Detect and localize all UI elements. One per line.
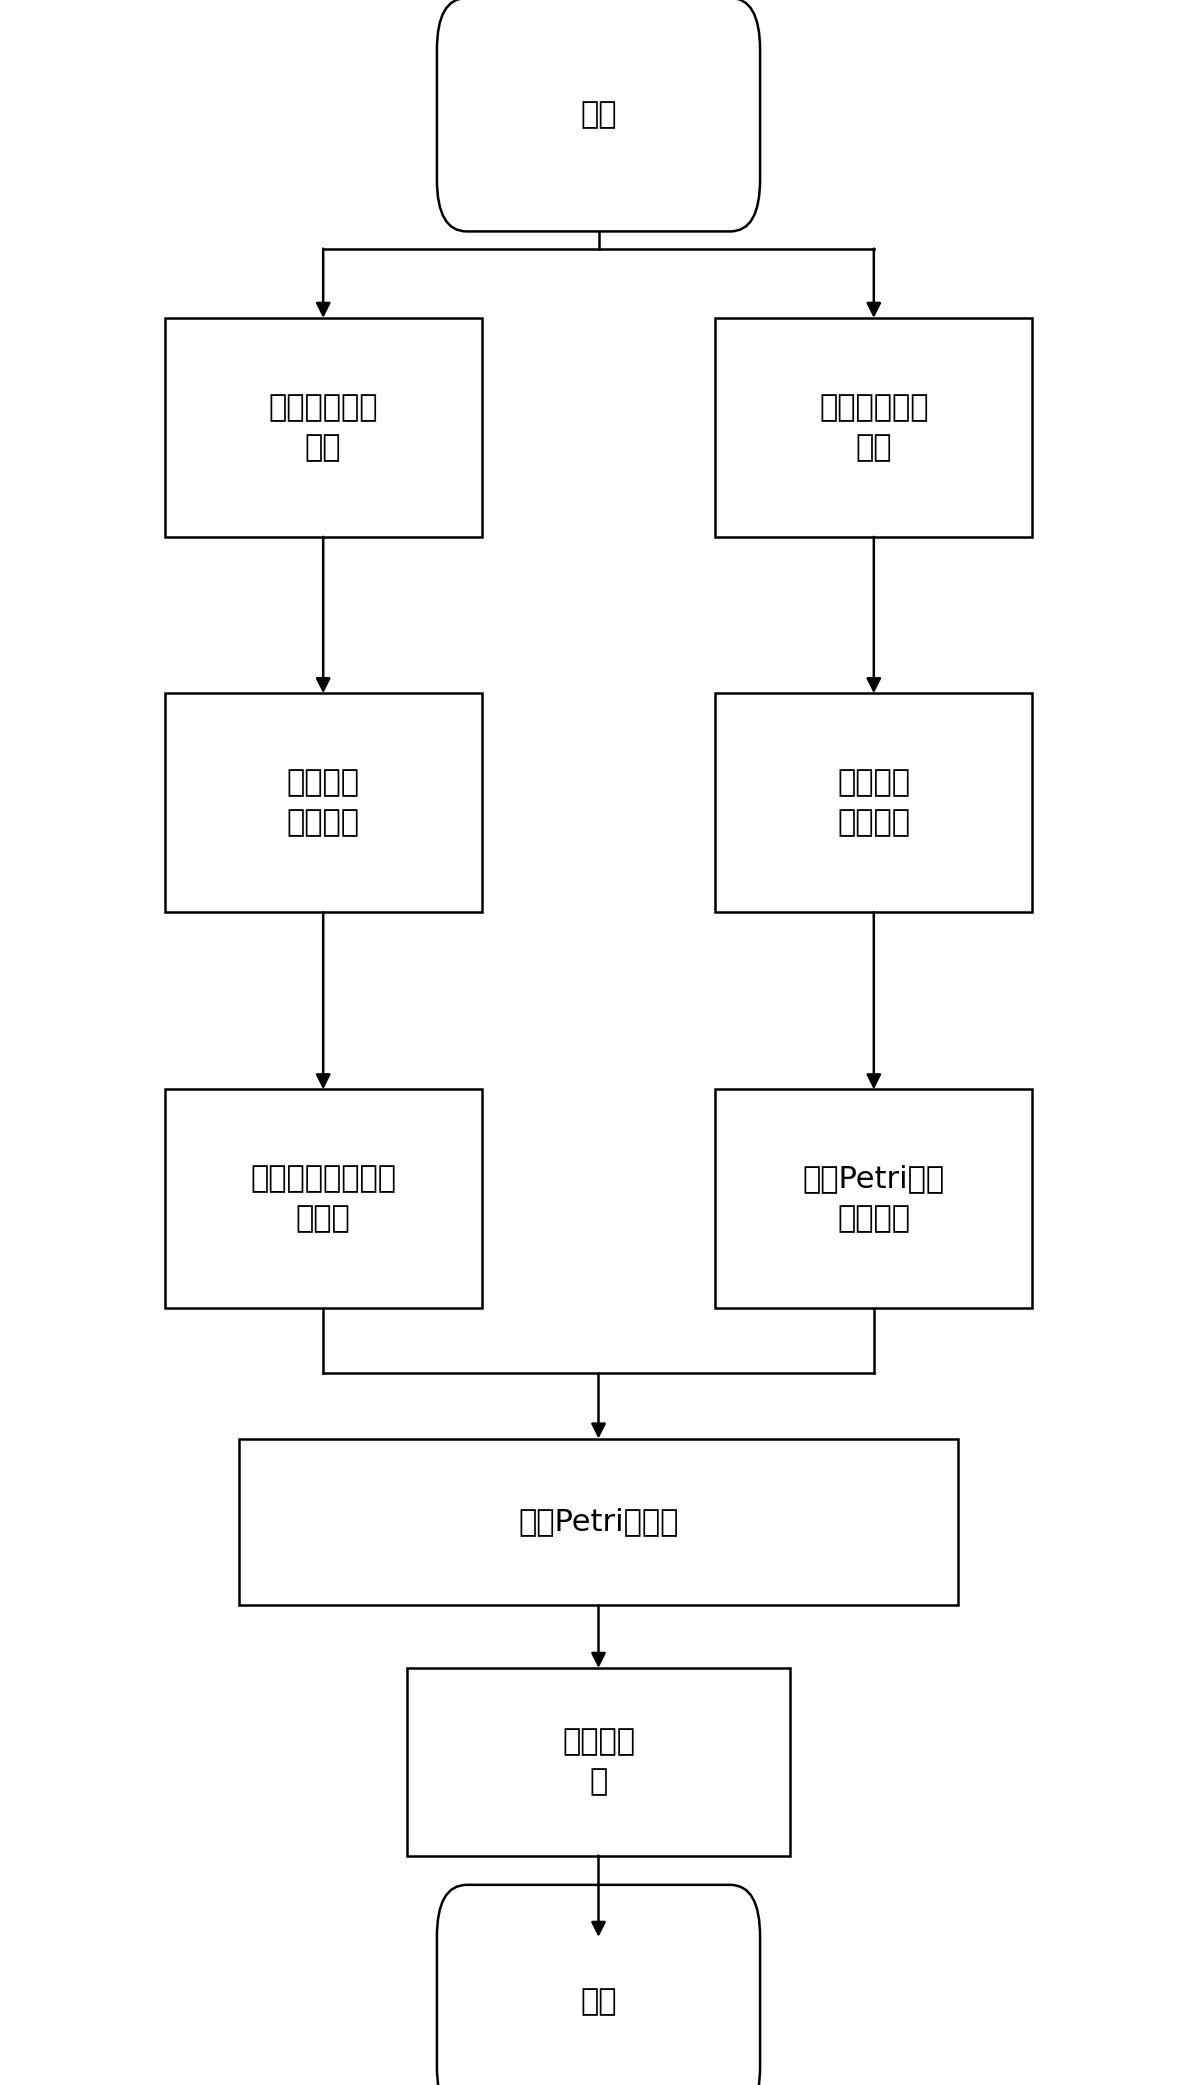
FancyBboxPatch shape xyxy=(437,0,760,231)
FancyBboxPatch shape xyxy=(715,317,1032,536)
FancyBboxPatch shape xyxy=(239,1439,958,1605)
FancyBboxPatch shape xyxy=(164,692,481,913)
FancyBboxPatch shape xyxy=(164,1088,481,1309)
FancyBboxPatch shape xyxy=(407,1668,790,1856)
Text: 建立Petri网中
离散模型: 建立Petri网中 离散模型 xyxy=(803,1163,944,1234)
Text: 开始: 开始 xyxy=(581,100,616,129)
FancyBboxPatch shape xyxy=(164,317,481,536)
FancyBboxPatch shape xyxy=(437,1885,760,2085)
Text: 描述离散
动态行为: 描述离散 动态行为 xyxy=(838,767,910,838)
Text: 确定离散状态
变量: 确定离散状态 变量 xyxy=(819,392,929,463)
Text: 确定连续状态
变量: 确定连续状态 变量 xyxy=(268,392,378,463)
Text: 描述连续
动态行为: 描述连续 动态行为 xyxy=(287,767,359,838)
Text: 仿真与分
析: 仿真与分 析 xyxy=(563,1726,634,1797)
FancyBboxPatch shape xyxy=(715,1088,1032,1309)
FancyBboxPatch shape xyxy=(715,692,1032,913)
Text: 刻画连续状态和约
束条件: 刻画连续状态和约 束条件 xyxy=(250,1163,396,1234)
Text: 结束: 结束 xyxy=(581,1987,616,2016)
Text: 建立Petri网模型: 建立Petri网模型 xyxy=(518,1507,679,1537)
